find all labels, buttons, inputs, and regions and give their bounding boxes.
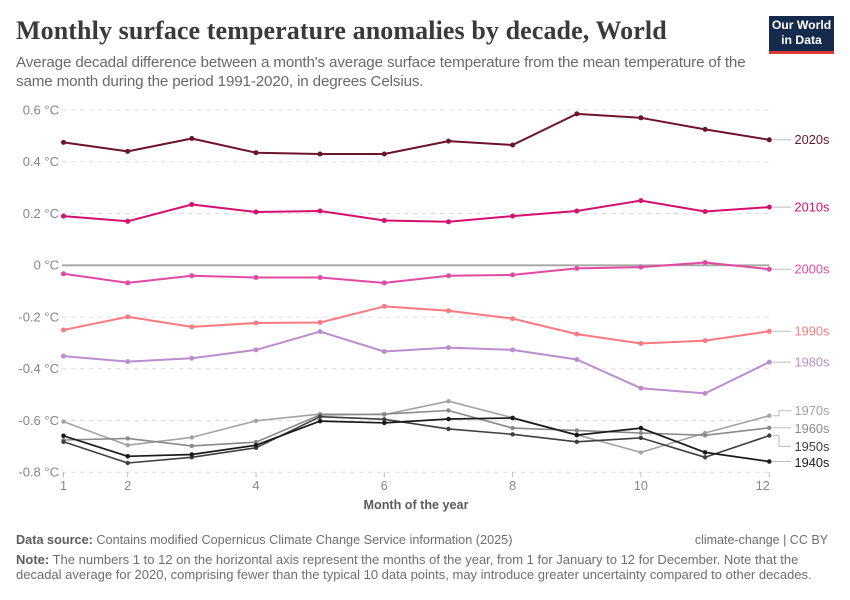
svg-text:2010s: 2010s <box>795 200 830 215</box>
svg-text:0.2 °C: 0.2 °C <box>23 206 59 221</box>
svg-text:-0.8 °C: -0.8 °C <box>18 465 59 480</box>
svg-text:12: 12 <box>756 479 770 493</box>
svg-text:6: 6 <box>381 479 388 493</box>
svg-text:Month of the year: Month of the year <box>364 498 469 512</box>
svg-text:-0.4 °C: -0.4 °C <box>18 361 59 376</box>
svg-text:1950s: 1950s <box>795 439 830 454</box>
svg-text:4: 4 <box>252 479 259 493</box>
svg-text:0 °C: 0 °C <box>34 258 59 273</box>
svg-text:-0.6 °C: -0.6 °C <box>18 413 59 428</box>
svg-text:2000s: 2000s <box>795 262 830 277</box>
svg-text:8: 8 <box>509 479 516 493</box>
svg-text:1990s: 1990s <box>795 324 830 339</box>
svg-text:1940s: 1940s <box>795 455 830 470</box>
svg-text:-0.2 °C: -0.2 °C <box>18 310 59 325</box>
svg-text:0.4 °C: 0.4 °C <box>23 154 59 169</box>
svg-text:1970s: 1970s <box>795 403 830 418</box>
svg-text:1: 1 <box>60 479 67 493</box>
svg-text:1960s: 1960s <box>795 421 830 436</box>
svg-text:2: 2 <box>124 479 131 493</box>
svg-text:10: 10 <box>634 479 648 493</box>
svg-text:0.6 °C: 0.6 °C <box>23 102 59 117</box>
svg-text:2020s: 2020s <box>795 132 830 147</box>
svg-text:1980s: 1980s <box>795 355 830 370</box>
